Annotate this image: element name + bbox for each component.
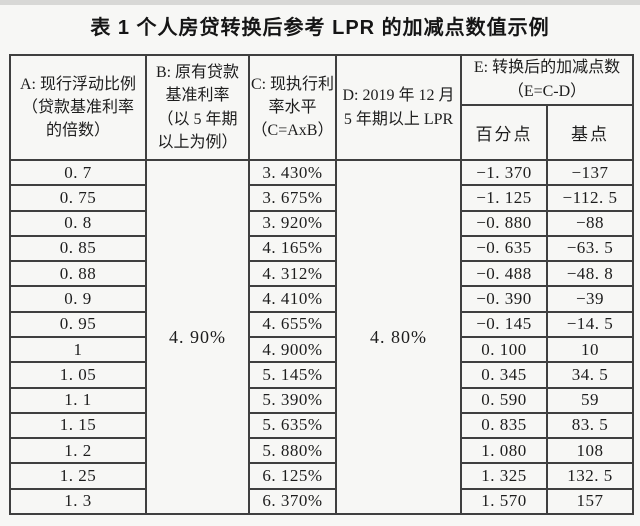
cell-current-rate: 3. 920% xyxy=(248,209,337,237)
lpr-conversion-table: A: 现行浮动比例 （贷款基准利率 的倍数） B: 原有贷款 基准利率 （以 5… xyxy=(9,54,635,516)
cell-ratio: 1. 15 xyxy=(9,411,147,440)
cell-ratio: 0. 7 xyxy=(9,158,147,187)
cell-pct-points: −0. 880 xyxy=(460,209,548,237)
col-header-c-current-rate: C: 现执行利 率水平 （C=AxB） xyxy=(248,54,337,161)
table-row: 0. 7 4. 90% 3. 430% 4. 80% −1. 370 −137 xyxy=(9,158,635,515)
cell-basis-points: −137 xyxy=(545,158,635,187)
table-row: 0. 95 4. 655% −0. 145 −14. 5 xyxy=(9,310,635,338)
cell-pct-points: 0. 590 xyxy=(460,386,548,414)
cell-ratio: 0. 95 xyxy=(9,310,147,338)
header-row-top: A: 现行浮动比例 （贷款基准利率 的倍数） B: 原有贷款 基准利率 （以 5… xyxy=(9,54,635,161)
photo-top-strip xyxy=(0,0,640,5)
cell-ratio: 0. 75 xyxy=(9,184,147,212)
cell-basis-points: −48. 8 xyxy=(545,260,635,288)
cell-current-rate: 3. 430% xyxy=(248,158,337,187)
cell-basis-points: 34. 5 xyxy=(545,361,635,389)
col-header-percentage-points: 百分点 xyxy=(460,104,548,161)
cell-basis-points: 83. 5 xyxy=(545,411,635,440)
col-header-a-floating-ratio: A: 现行浮动比例 （贷款基准利率 的倍数） xyxy=(9,54,147,161)
cell-pct-points: −0. 635 xyxy=(460,234,548,263)
cell-pct-points: −1. 125 xyxy=(460,184,548,212)
cell-pct-points: −0. 488 xyxy=(460,260,548,288)
cell-pct-points: −0. 145 xyxy=(460,310,548,338)
cell-ratio: 0. 85 xyxy=(9,234,147,263)
cell-basis-points: −39 xyxy=(545,285,635,313)
table-row: 1. 05 5. 145% 0. 345 34. 5 xyxy=(9,361,635,389)
table-row: 1. 1 5. 390% 0. 590 59 xyxy=(9,386,635,414)
cell-basis-points: 157 xyxy=(545,487,635,516)
cell-current-rate: 4. 410% xyxy=(248,285,337,313)
cell-basis-points: 108 xyxy=(545,437,635,465)
cell-pct-points: −1. 370 xyxy=(460,158,548,187)
cell-current-rate: 3. 675% xyxy=(248,184,337,212)
table-row: 0. 8 3. 920% −0. 880 −88 xyxy=(9,209,635,237)
cell-pct-points: 1. 325 xyxy=(460,462,548,490)
cell-pct-points: 0. 345 xyxy=(460,361,548,389)
cell-current-rate: 6. 125% xyxy=(248,462,337,490)
cell-basis-points: 132. 5 xyxy=(545,462,635,490)
header-row-sub: 百分点 基点 xyxy=(10,104,635,161)
cell-basis-points: 59 xyxy=(545,386,635,414)
cell-ratio: 1. 25 xyxy=(9,462,147,490)
col-header-d-lpr: D: 2019 年 12 月 5 年期以上 LPR xyxy=(335,54,462,161)
cell-ratio: 0. 8 xyxy=(9,209,147,237)
cell-pct-points: 1. 570 xyxy=(460,487,548,516)
cell-ratio: 1. 3 xyxy=(9,487,147,516)
cell-basis-points: −63. 5 xyxy=(545,234,635,263)
cell-ratio: 1. 05 xyxy=(9,361,147,389)
page-title: 表 1 个人房贷转换后参考 LPR 的加减点数值示例 xyxy=(90,17,550,39)
cell-pct-points: 0. 100 xyxy=(460,335,548,364)
col-header-basis-points: 基点 xyxy=(545,104,635,161)
cell-current-rate: 4. 165% xyxy=(248,234,337,263)
cell-current-rate: 6. 370% xyxy=(248,487,337,516)
table-row: 1 4. 900% 0. 100 10 xyxy=(9,335,635,364)
table-row: 0. 9 4. 410% −0. 390 −39 xyxy=(9,285,635,313)
table-row: 1. 15 5. 635% 0. 835 83. 5 xyxy=(9,411,635,440)
merged-cell-lpr: 4. 80% xyxy=(335,159,462,515)
cell-current-rate: 4. 655% xyxy=(248,310,337,338)
cell-current-rate: 5. 390% xyxy=(248,386,337,414)
table-row: 0. 85 4. 165% −0. 635 −63. 5 xyxy=(9,234,635,263)
table-row: 1. 3 6. 370% 1. 570 157 xyxy=(9,487,635,516)
cell-ratio: 1 xyxy=(9,335,147,364)
cell-pct-points: 0. 835 xyxy=(460,411,548,440)
cell-ratio: 0. 9 xyxy=(9,285,147,313)
cell-current-rate: 5. 145% xyxy=(248,361,337,389)
cell-current-rate: 4. 900% xyxy=(248,335,337,364)
merged-cell-benchmark-rate: 4. 90% xyxy=(145,159,250,515)
table-row: 1. 25 6. 125% 1. 325 132. 5 xyxy=(9,462,635,490)
cell-pct-points: 1. 080 xyxy=(460,437,548,465)
cell-pct-points: −0. 390 xyxy=(460,285,548,313)
table-row: 1. 2 5. 880% 1. 080 108 xyxy=(9,437,635,465)
cell-current-rate: 5. 635% xyxy=(248,411,337,440)
cell-ratio: 0. 88 xyxy=(9,260,147,288)
col-header-e-points: E: 转换后的加减点数 （E=C-D） xyxy=(459,54,635,106)
cell-current-rate: 5. 880% xyxy=(248,437,337,465)
cell-current-rate: 4. 312% xyxy=(248,260,337,288)
table-row: 0. 88 4. 312% −0. 488 −48. 8 xyxy=(9,260,635,288)
cell-basis-points: −14. 5 xyxy=(545,310,635,338)
table-row: 0. 75 3. 675% −1. 125 −112. 5 xyxy=(9,184,635,212)
cell-basis-points: 10 xyxy=(545,335,635,364)
col-header-b-benchmark-rate: B: 原有贷款 基准利率 （以 5 年期 以上为例） xyxy=(145,54,250,161)
cell-ratio: 1. 2 xyxy=(9,437,147,465)
cell-basis-points: −112. 5 xyxy=(545,184,635,212)
cell-basis-points: −88 xyxy=(545,209,635,237)
cell-ratio: 1. 1 xyxy=(9,386,147,414)
